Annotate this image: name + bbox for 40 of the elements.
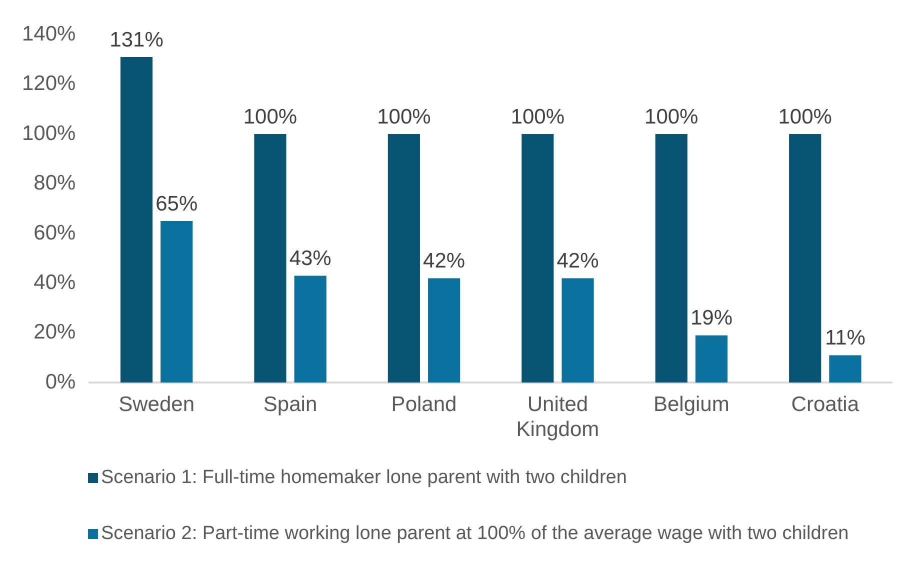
data-label: 100% [377,105,431,128]
bar [695,335,728,383]
bar [655,134,688,383]
y-tick-label: 40% [34,270,76,294]
y-tick-label: 80% [34,172,76,195]
x-tick-label: United Kingdom [516,392,600,442]
bar [160,221,193,383]
data-label: 131% [110,28,164,52]
data-label: 100% [644,105,698,128]
x-tick-label: Croatia [791,392,860,416]
bar [562,278,594,383]
bar [522,134,554,383]
data-label: 43% [289,247,332,270]
bar [388,134,420,383]
data-label: 100% [510,105,565,128]
y-tick-label: 20% [34,320,76,344]
data-label: 19% [690,306,732,330]
data-label: 11% [824,326,866,350]
y-tick-label: 0% [45,370,76,394]
data-label: 65% [156,192,198,216]
bar [254,134,286,383]
bar [428,278,460,383]
data-label: 100% [243,105,298,128]
x-tick-label: Sweden [118,392,195,416]
y-tick-label: 140% [22,22,76,46]
bar [294,276,326,383]
y-tick-label: 120% [22,72,76,96]
x-tick-label: Belgium [653,392,730,416]
x-tick-label: Spain [263,392,318,416]
y-tick-label: 100% [22,122,76,145]
bar [120,56,153,383]
data-label: 42% [423,249,466,272]
legend-label: Scenario 2: Part-time working lone parent at 100% of the average wage with two children [101,523,849,545]
legend-label: Scenario 1: Full-time homemaker lone parent with two children [101,467,627,489]
bar [829,355,862,383]
bar [789,134,822,383]
x-tick-label: Poland [391,392,457,416]
y-tick-label: 60% [34,221,76,244]
data-label: 42% [556,249,599,272]
data-label: 100% [778,105,832,128]
